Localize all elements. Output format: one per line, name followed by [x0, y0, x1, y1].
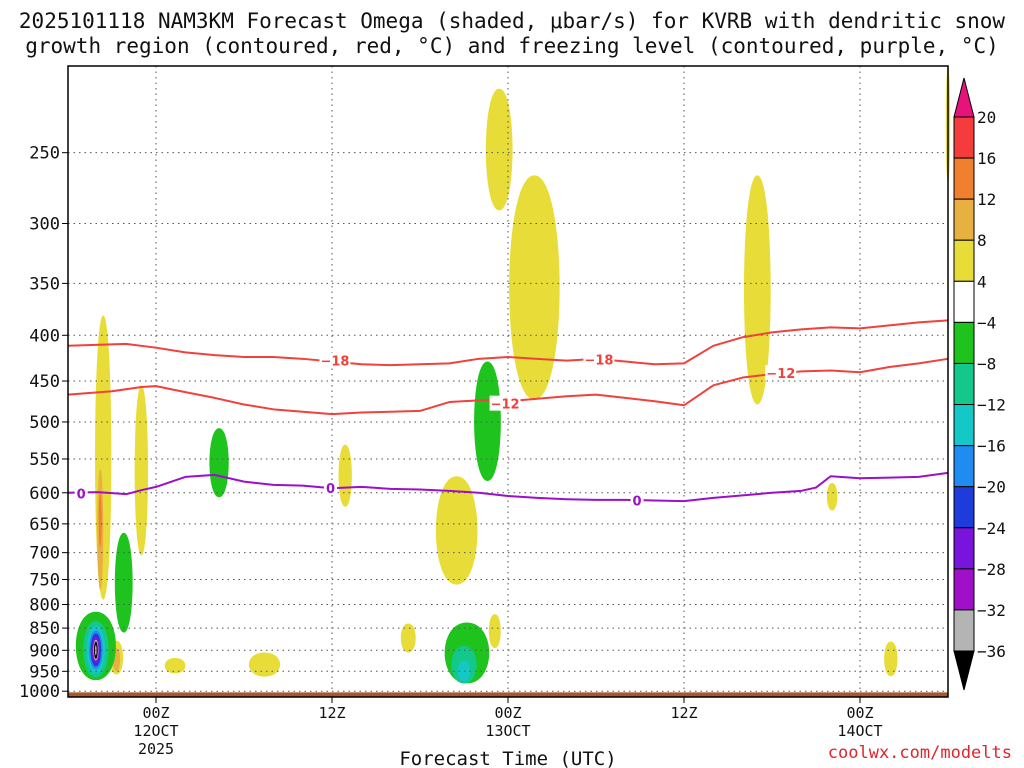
colorbar-swatch-4	[953, 280, 975, 323]
colorbar-label-1: 16	[977, 149, 996, 168]
x-tick-year-6: 2025	[138, 740, 174, 758]
contour-label-0-1: 0	[326, 482, 335, 497]
omega-pos-4-9	[488, 614, 501, 649]
colorbar-swatch-7	[953, 404, 975, 447]
y-tick-label-950: 950	[29, 662, 60, 682]
omega-pos-4-4	[509, 175, 560, 400]
colorbar-label-9: −20	[977, 478, 1006, 497]
contour-label--12-1: −12	[766, 367, 795, 382]
colorbar-bottom-arrow	[953, 650, 975, 691]
y-tick-label-350: 350	[29, 274, 60, 294]
contour-line-0	[67, 471, 949, 503]
colorbar-label-6: −8	[977, 354, 996, 373]
colorbar-label-12: −32	[977, 601, 1006, 620]
colorbar-swatch-5	[953, 321, 975, 364]
omega-pos-12-17	[98, 492, 102, 548]
x-tick-date-30: 13OCT	[485, 722, 530, 740]
colorbar-label-5: −4	[977, 313, 996, 332]
colorbar-label-7: −12	[977, 396, 1006, 415]
contour-label-bg-0-2	[630, 492, 644, 508]
y-tick-label-750: 750	[29, 570, 60, 590]
omega-pos-4-5	[743, 175, 771, 405]
colorbar-label-3: 8	[977, 231, 987, 250]
x-tick-date-6: 12OCT	[133, 722, 178, 740]
contour-label-bg--12-1	[765, 365, 797, 381]
colorbar-swatch-10	[953, 527, 975, 570]
omega-pos-4-0	[95, 315, 112, 600]
omega-pos-4-3	[485, 88, 513, 211]
y-tick-label-900: 900	[29, 641, 60, 661]
contour-label-0-0: 0	[77, 487, 86, 502]
y-tick-label-1000: 1000	[19, 682, 60, 702]
omega-pos-4-10	[164, 657, 186, 674]
ground-surface	[68, 692, 948, 697]
colorbar-label-10: −24	[977, 519, 1006, 538]
colorbar-swatch-2	[953, 198, 975, 241]
colorbar-swatch-9	[953, 486, 975, 529]
omega-pos-4-7	[826, 482, 838, 511]
y-tick-label-500: 500	[29, 413, 60, 433]
y-tick-label-800: 800	[29, 596, 60, 616]
x-tick-label-18: 12Z	[318, 704, 345, 722]
contour-label-bg-0-1	[324, 480, 338, 496]
colorbar-swatch-0	[953, 116, 975, 159]
colorbar-swatch-6	[953, 362, 975, 406]
contour-label-bg-0-0	[74, 485, 88, 501]
x-axis-label: Forecast Time (UTC)	[399, 748, 616, 768]
colorbar-label-0: 20	[977, 108, 996, 127]
y-tick-label-300: 300	[29, 215, 60, 235]
colorbar: 20 16 12 8 4 −4 −8 −12 −16 −20 −24 −28 −32 −36	[953, 77, 1006, 691]
omega-pos-4-1	[134, 385, 149, 556]
y-axis: 2503003504004505005506006507007508008509…	[19, 144, 68, 702]
colorbar-swatch-12	[953, 609, 975, 652]
omega-pos-4-6	[435, 476, 478, 585]
colorbar-swatch-1	[953, 157, 975, 200]
contour-label-bg--18-1	[583, 351, 615, 367]
x-tick-label-54: 00Z	[846, 704, 873, 722]
colorbar-label-8: −16	[977, 437, 1006, 456]
contour-label--18-0: −18	[320, 355, 349, 370]
colorbar-swatch-11	[953, 568, 975, 611]
contour-label-bg--18-0	[319, 352, 351, 368]
credit-link[interactable]: coolwx.com/modelts	[828, 743, 1012, 763]
chart-title-line1: 2025101118 NAM3KM Forecast Omega (shaded…	[19, 9, 1006, 33]
omega-pos-4-13	[884, 641, 898, 677]
y-tick-label-600: 600	[29, 484, 60, 504]
contour-label-0-2: 0	[633, 494, 642, 509]
omega-neg-4-19	[209, 428, 229, 498]
colorbar-label-11: −28	[977, 560, 1006, 579]
contour-lines: −18 −18 −12 −12 0 0 0	[67, 319, 949, 509]
omega-pos-4-2	[338, 444, 352, 507]
y-tick-label-700: 700	[29, 544, 60, 564]
omega-neg-4-18	[474, 361, 501, 481]
contour-label--18-1: −18	[584, 354, 613, 369]
colorbar-swatch-3	[953, 239, 975, 282]
colorbar-swatch-8	[953, 445, 975, 488]
y-tick-label-450: 450	[29, 372, 60, 392]
chart-title-line2: growth region (contoured, red, °C) and f…	[25, 34, 999, 58]
contour-line--18	[67, 319, 949, 367]
y-tick-label-850: 850	[29, 619, 60, 639]
colorbar-top-arrow	[953, 77, 975, 118]
x-tick-label-30: 00Z	[494, 704, 521, 722]
y-tick-label-650: 650	[29, 515, 60, 535]
y-tick-label-550: 550	[29, 450, 60, 470]
y-tick-label-400: 400	[29, 326, 60, 346]
colorbar-label-2: 12	[977, 190, 996, 209]
gridlines	[68, 66, 948, 697]
contour-label-bg--12-0	[489, 395, 521, 411]
x-tick-date-54: 14OCT	[837, 722, 882, 740]
colorbar-label-4: 4	[977, 272, 987, 291]
colorbar-label-13: −36	[977, 642, 1006, 661]
omega-neg-4-20	[114, 532, 133, 633]
omega-pos-4-8	[400, 623, 416, 653]
x-tick-label-42: 12Z	[670, 704, 697, 722]
x-tick-label-6: 00Z	[142, 704, 169, 722]
omega-pos-4-11	[248, 652, 281, 677]
omega-shading	[75, 66, 951, 684]
contour-label--12-0: −12	[491, 398, 520, 413]
y-tick-label-250: 250	[29, 144, 60, 164]
